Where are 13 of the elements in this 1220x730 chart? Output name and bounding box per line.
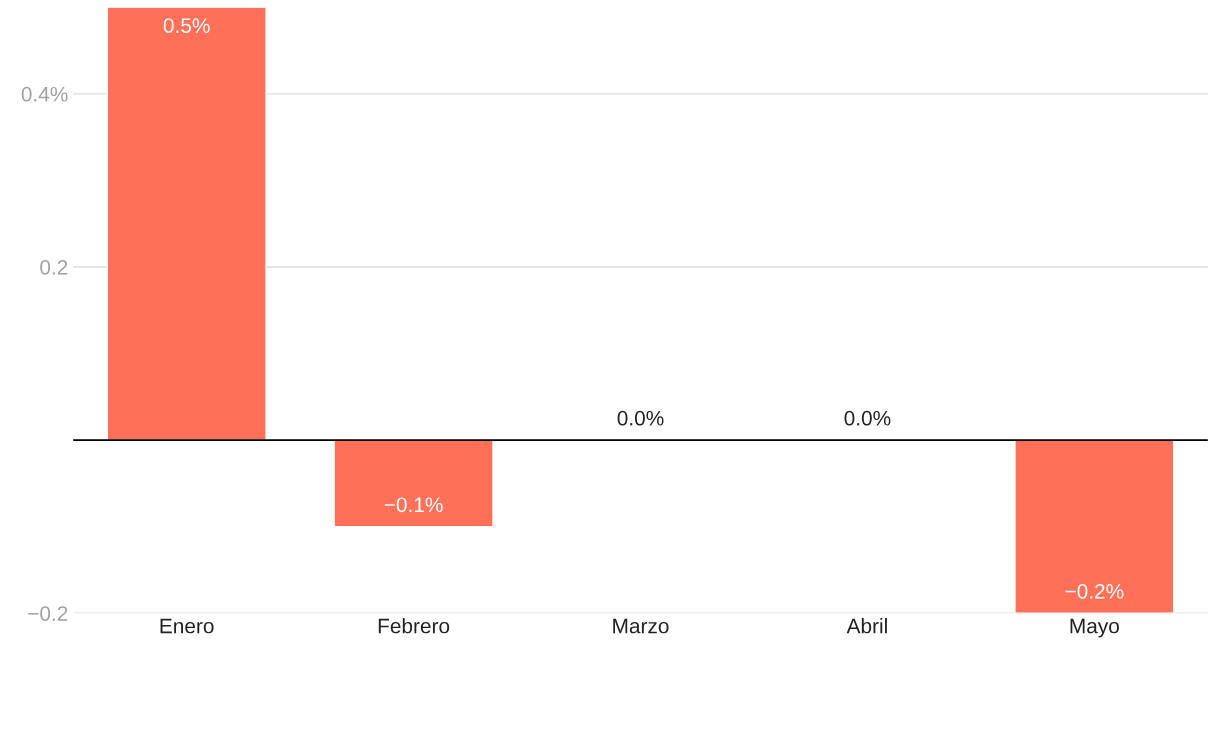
x-tick-label: Enero xyxy=(160,618,214,634)
x-tick-label: Abril xyxy=(846,618,887,634)
data-label: 0.0% xyxy=(617,410,664,426)
data-label: 0.0% xyxy=(844,410,891,426)
x-tick-label: Marzo xyxy=(613,618,669,634)
data-label: 0.5% xyxy=(163,18,210,33)
x-tick-label: Febrero xyxy=(378,618,450,634)
x-tick-label: Mayo xyxy=(1070,618,1119,638)
data-label: −0.1% xyxy=(384,497,443,513)
y-tick-label: 0.2 xyxy=(40,259,68,275)
data-label: −0.2% xyxy=(1065,583,1124,599)
y-tick-label: 0.4% xyxy=(21,86,68,102)
y-tick-label: −0.2 xyxy=(28,606,68,621)
